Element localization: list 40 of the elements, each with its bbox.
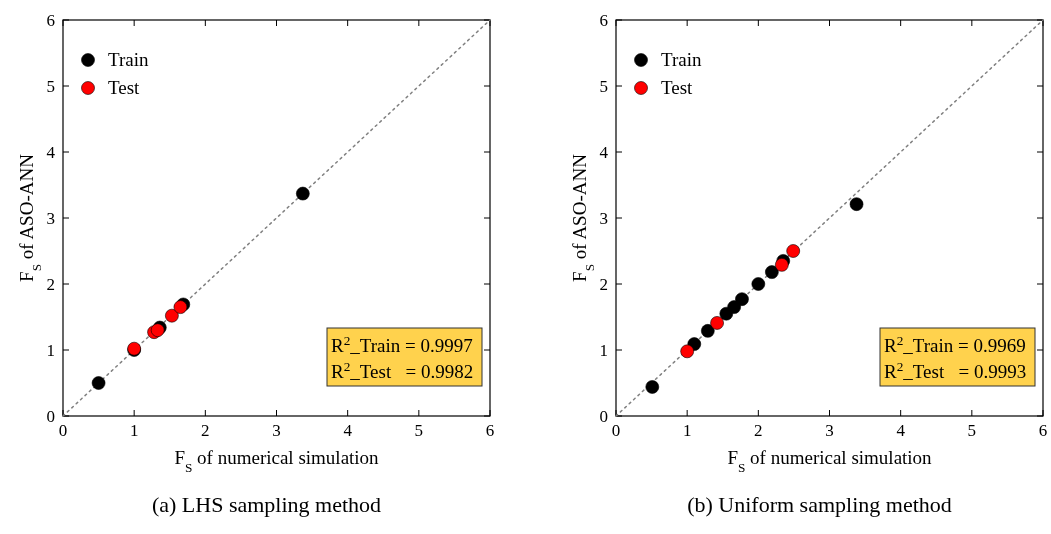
y-tick-label: 0 — [46, 407, 55, 426]
x-tick-label: 4 — [343, 421, 353, 440]
y-tick-label: 3 — [46, 209, 55, 228]
annotation: R$^{2}$_Train = 0.9969 — [884, 332, 1026, 356]
annotation: R$^{2}$_Test = 0.9982 — [331, 358, 474, 382]
y-tick-label: 3 — [599, 209, 608, 228]
y-tick-label: 1 — [46, 341, 55, 360]
legend-label: Test — [661, 77, 694, 98]
annotation: R$^{2}$_Train = 0.9997 — [331, 332, 473, 356]
y-tick-label: 0 — [599, 407, 608, 426]
legend-label: Test — [108, 77, 141, 98]
x-tick-label: 1 — [682, 421, 692, 440]
y-tick-label: 2 — [599, 275, 608, 294]
annotation: R$^{2}$_Test = 0.9993 — [884, 358, 1027, 382]
legend-label: Train — [108, 49, 149, 70]
x-tick-label: 0 — [58, 421, 68, 440]
legend-label: Train — [661, 49, 702, 70]
x-tick-label: 3 — [825, 421, 834, 440]
x-tick-label: 5 — [414, 421, 424, 440]
x-axis-title: F$_{S}$ of numerical simulation — [727, 447, 933, 475]
y-tick-label: 5 — [46, 77, 55, 96]
y-tick-label: 5 — [599, 77, 608, 96]
x-tick-label: 2 — [201, 421, 210, 440]
x-tick-label: 5 — [967, 421, 977, 440]
x-tick-label: 3 — [272, 421, 281, 440]
y-tick-label: 2 — [46, 275, 55, 294]
x-tick-label: 4 — [896, 421, 906, 440]
y-tick-label: 1 — [599, 341, 608, 360]
x-tick-label: 1 — [129, 421, 139, 440]
text: (b) Uniform sampling method — [687, 492, 952, 517]
text: (a) LHS sampling method — [151, 492, 382, 517]
y-tick-label: 4 — [46, 143, 56, 162]
x-tick-label: 0 — [611, 421, 621, 440]
y-tick-label: 6 — [599, 11, 608, 30]
x-tick-label: 2 — [754, 421, 763, 440]
x-axis-title: F$_{S}$ of numerical simulation — [174, 447, 380, 475]
y-tick-label: 4 — [599, 143, 609, 162]
x-tick-label: 6 — [485, 421, 495, 440]
y-tick-label: 6 — [46, 11, 55, 30]
x-tick-label: 6 — [1038, 421, 1048, 440]
